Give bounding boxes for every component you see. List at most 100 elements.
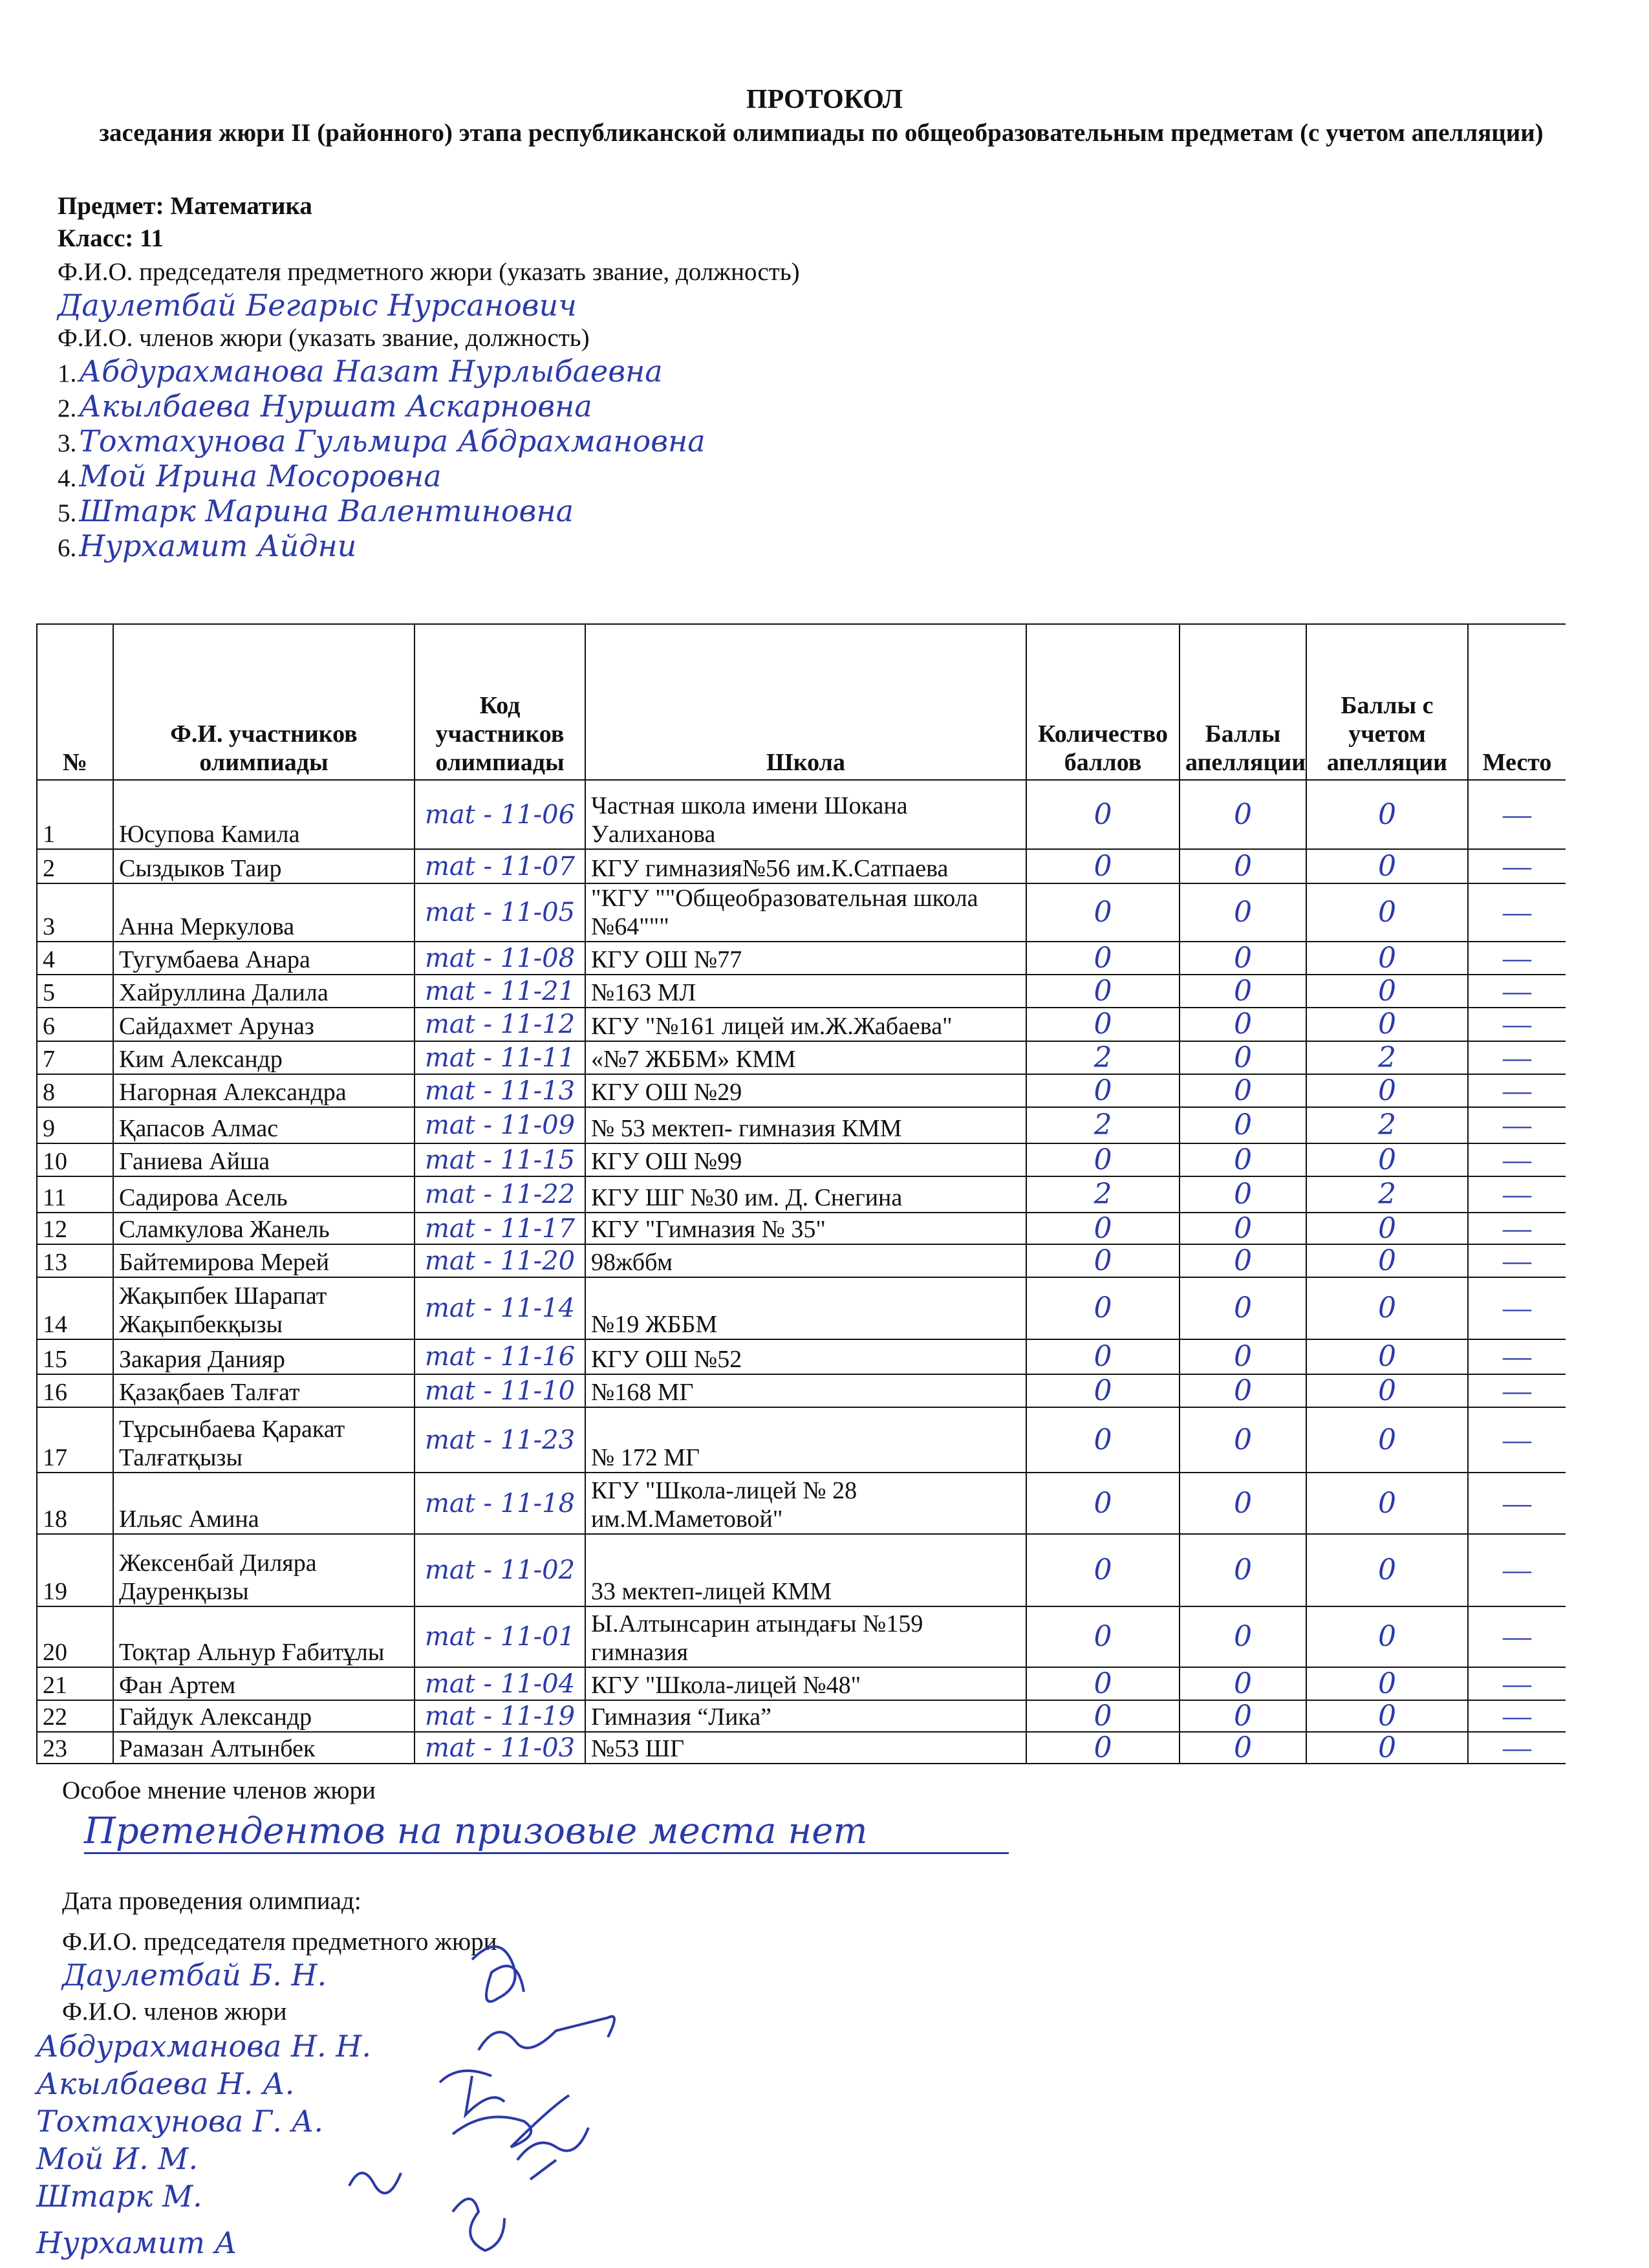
row-number: 14 [36, 1277, 114, 1340]
total-score: 0 [1306, 1007, 1469, 1042]
participant-code: mat - 11-10 [414, 1374, 586, 1408]
member-signature-1 [477, 2015, 616, 2051]
participant-code: mat - 11-07 [414, 848, 586, 884]
column-header: Баллы апелляции [1179, 623, 1307, 781]
place: — [1467, 941, 1566, 975]
appeal-score: 0 [1179, 1007, 1307, 1042]
participant-code: mat - 11-09 [414, 1107, 586, 1144]
score: 0 [1026, 1212, 1180, 1245]
total-score: 0 [1306, 1700, 1469, 1733]
score: 0 [1026, 941, 1180, 975]
total-score: 0 [1306, 1277, 1469, 1340]
total-score: 0 [1306, 883, 1469, 942]
row-number: 22 [36, 1700, 114, 1733]
total-score: 0 [1306, 1244, 1469, 1278]
participant-code: mat - 11-13 [414, 1074, 586, 1108]
participant-name: Садирова Асель [113, 1176, 415, 1213]
school: №163 МЛ [585, 974, 1027, 1008]
member-signature-2 [438, 2069, 506, 2119]
row-number: 12 [36, 1212, 114, 1245]
participant-code: mat - 11-21 [414, 974, 586, 1008]
school: 98жббм [585, 1244, 1027, 1278]
score: 0 [1026, 1374, 1180, 1408]
score: 0 [1026, 1407, 1180, 1473]
appeal-score: 0 [1179, 974, 1307, 1008]
participant-name: Жексенбай Диляра Дауренқызы [113, 1533, 415, 1607]
score: 2 [1026, 1176, 1180, 1213]
appeal-score: 0 [1179, 1212, 1307, 1245]
participant-name: Ильяс Амина [113, 1472, 415, 1535]
participant-name: Байтемирова Мерей [113, 1244, 415, 1278]
row-number: 3 [36, 883, 114, 942]
score: 0 [1026, 1667, 1180, 1701]
participant-name: Сыздыков Таир [113, 848, 415, 884]
appeal-score: 0 [1179, 1107, 1307, 1144]
place: — [1467, 974, 1566, 1008]
row-number: 23 [36, 1731, 114, 1764]
member-signature-4 [516, 2127, 590, 2181]
appeal-score: 0 [1179, 1667, 1307, 1701]
row-number: 6 [36, 1007, 114, 1042]
school: КГУ "Школа-лицей №48" [585, 1667, 1027, 1701]
school: КГУ "Гимназия № 35" [585, 1212, 1027, 1245]
table-row: 14 Жақыпбек Шарапат Жақыпбекқызы mat - 11-… [36, 1277, 1566, 1340]
jury-member-name: Абдурахманова Назат Нурлыбаевна [79, 354, 663, 389]
jury-member: 4. Мой Ирина Мосоровна [58, 460, 442, 499]
signed-member-name: Тохтахунова Г. А. [36, 2104, 323, 2139]
school: 33 мектеп-лицей КММ [585, 1533, 1027, 1607]
participant-code: mat - 11-11 [414, 1041, 586, 1075]
total-score: 0 [1306, 1731, 1469, 1764]
table-row: 10 Ганиева Айша mat - 11-15 КГУ ОШ №99 0 0 0— [36, 1143, 1566, 1177]
column-header: Школа [585, 623, 1027, 781]
jury-member-name: Акылбаева Нуршат Аскарновна [79, 389, 592, 424]
score: 2 [1026, 1041, 1180, 1075]
score: 0 [1026, 1472, 1180, 1535]
score: 2 [1026, 1107, 1180, 1144]
participant-code: mat - 11-14 [414, 1277, 586, 1340]
total-score: 0 [1306, 1667, 1469, 1701]
table-header-row: № Ф.И. участников олимпиады Код участников… [36, 623, 1566, 781]
participant-name: Анна Меркулова [113, 883, 415, 942]
jury-member-number: 3. [58, 429, 77, 457]
total-score: 2 [1306, 1107, 1469, 1144]
row-number: 20 [36, 1606, 114, 1668]
jury-member: 5. Штарк Марина Валентиновна [58, 495, 574, 534]
signatures [348, 1945, 616, 2252]
row-number: 8 [36, 1074, 114, 1108]
jury-member: 1. Абдурахманова Назат Нурлыбаевна [58, 356, 663, 394]
row-number: 21 [36, 1667, 114, 1701]
table-row: 11 Садирова Асель mat - 11-22 КГУ ШГ №30 им… [36, 1176, 1566, 1213]
place: — [1467, 1606, 1566, 1668]
school: КГУ ОШ №52 [585, 1339, 1027, 1375]
participant-name: Фан Артем [113, 1667, 415, 1701]
row-number: 16 [36, 1374, 114, 1408]
column-header: Код участников олимпиады [414, 623, 586, 781]
table-row: 3 Анна Меркулова mat - 11-05 "КГУ ""Общеобр… [36, 883, 1566, 942]
footer-chair-label: Ф.И.О. председателя предметного жюри [62, 1928, 497, 1956]
participant-name: Сайдахмет Аруназ [113, 1007, 415, 1042]
place: — [1467, 1667, 1566, 1701]
date-label: Дата проведения олимпиад: [62, 1887, 361, 1915]
row-number: 7 [36, 1041, 114, 1075]
row-number: 5 [36, 974, 114, 1008]
score: 0 [1026, 1074, 1180, 1108]
jury-member-number: 5. [58, 499, 77, 527]
participant-name: Нагорная Александра [113, 1074, 415, 1108]
total-score: 0 [1306, 1074, 1469, 1108]
place: — [1467, 1041, 1566, 1075]
signed-member-name: Абдурахманова Н. Н. [36, 2029, 372, 2064]
jury-member-number: 4. [58, 464, 77, 492]
total-score: 0 [1306, 941, 1469, 975]
participant-code: mat - 11-20 [414, 1244, 586, 1278]
appeal-score: 0 [1179, 1339, 1307, 1375]
table-row: 20 Тоқтар Альнур Ғабитұлы mat - 11-01 Ы.Алт… [36, 1606, 1566, 1668]
participant-name: Рамазан Алтынбек [113, 1731, 415, 1764]
score: 0 [1026, 779, 1180, 850]
total-score: 0 [1306, 1143, 1469, 1177]
school: №53 ШГ [585, 1731, 1027, 1764]
total-score: 0 [1306, 779, 1469, 850]
score: 0 [1026, 1339, 1180, 1375]
participant-code: mat - 11-18 [414, 1472, 586, 1535]
table-row: 23 Рамазан Алтынбек mat - 11-03 №53 ШГ 0 0 0— [36, 1731, 1566, 1764]
place: — [1467, 1700, 1566, 1733]
